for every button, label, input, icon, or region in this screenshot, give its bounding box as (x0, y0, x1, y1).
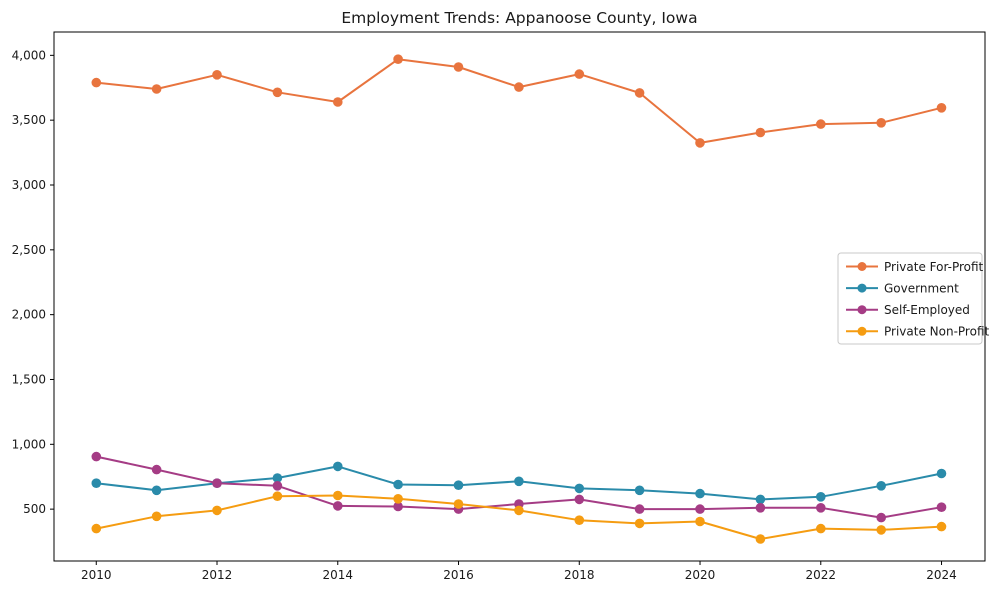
x-tick-label: 2018 (564, 568, 595, 582)
series-marker-private-non-profit (514, 505, 524, 516)
series-marker-private-for-profit (91, 77, 102, 88)
legend-marker-icon (857, 283, 867, 293)
legend (837, 252, 983, 345)
y-tick-label: 500 (23, 502, 46, 516)
series-marker-self-employed (695, 504, 705, 514)
x-tick-label: 2010 (81, 568, 112, 582)
series-marker-private-for-profit (212, 70, 222, 80)
series-marker-self-employed (816, 503, 826, 513)
series-marker-private-non-profit (151, 511, 162, 522)
plot-frame (53, 31, 986, 562)
series-marker-self-employed (333, 501, 343, 511)
series-marker-private-for-profit (695, 138, 705, 148)
series-marker-private-non-profit (574, 515, 585, 525)
series-marker-private-for-profit (272, 87, 283, 98)
series-marker-government (755, 494, 766, 505)
chart-title: Employment Trends: Appanoose County, Iow… (341, 9, 698, 27)
y-tick-label: 3,000 (12, 178, 46, 192)
y-tick-label: 4,000 (12, 48, 46, 62)
series-marker-self-employed (91, 451, 102, 462)
x-tick-label: 2014 (322, 568, 353, 582)
x-tick-label: 2020 (685, 568, 716, 582)
series-marker-private-non-profit (634, 518, 645, 529)
series-marker-self-employed (272, 481, 283, 491)
x-tick-label: 2022 (806, 568, 837, 582)
series-marker-private-for-profit (151, 84, 162, 94)
legend-label-private-for-profit: Private For-Profit (884, 260, 984, 274)
series-marker-self-employed (876, 512, 886, 523)
series-marker-private-non-profit (393, 494, 403, 504)
legend-label-self-employed: Self-Employed (884, 303, 970, 317)
series-marker-private-for-profit (936, 103, 947, 113)
y-tick-label: 2,000 (12, 308, 46, 322)
series-marker-private-for-profit (816, 119, 826, 129)
series-marker-government (272, 473, 283, 483)
series-marker-self-employed (151, 464, 162, 475)
series-line-private-for-profit (95, 58, 943, 144)
x-tick-label: 2024 (926, 568, 957, 582)
legend-marker-icon (857, 305, 867, 315)
series-marker-government (574, 483, 585, 494)
series-marker-private-for-profit (393, 54, 403, 64)
legend-label-government: Government (884, 281, 959, 295)
series-marker-private-non-profit (816, 523, 826, 534)
series-marker-private-non-profit (91, 523, 102, 534)
series-marker-government (936, 468, 947, 479)
series-marker-private-for-profit (876, 118, 886, 128)
series-marker-self-employed (212, 478, 222, 489)
series-marker-government (876, 481, 886, 491)
series-marker-government (333, 461, 343, 472)
legend-marker-icon (857, 326, 867, 336)
series-marker-government (151, 485, 162, 496)
series-marker-private-for-profit (634, 88, 645, 98)
series-marker-self-employed (393, 501, 403, 512)
series-marker-self-employed (634, 504, 645, 514)
x-tick-label: 2016 (443, 568, 474, 582)
series-marker-self-employed (755, 503, 766, 513)
y-tick-label: 3,500 (12, 113, 46, 127)
series-marker-self-employed (936, 502, 947, 512)
series-marker-private-non-profit (272, 491, 283, 502)
series-marker-private-non-profit (333, 490, 343, 501)
series-marker-government (453, 480, 464, 491)
series-marker-private-non-profit (755, 534, 766, 544)
series-marker-private-for-profit (755, 127, 766, 138)
series-marker-private-for-profit (514, 82, 524, 92)
series-marker-government (91, 478, 102, 489)
series-marker-private-non-profit (453, 499, 464, 509)
series-marker-private-for-profit (453, 62, 464, 72)
series-marker-government (514, 476, 524, 487)
series-marker-private-non-profit (212, 505, 222, 516)
legend-label-private-non-profit: Private Non-Profit (884, 325, 990, 339)
x-tick-label: 2012 (202, 568, 233, 582)
y-tick-label: 1,000 (12, 437, 46, 451)
y-tick-label: 1,500 (12, 372, 46, 386)
series-marker-private-non-profit (876, 525, 886, 535)
y-tick-label: 2,500 (12, 243, 46, 257)
series-marker-private-non-profit (695, 516, 705, 527)
series-marker-government (816, 492, 826, 502)
series-marker-self-employed (574, 494, 585, 505)
legend-marker-icon (857, 262, 867, 271)
series-marker-government (393, 479, 403, 490)
series-marker-government (695, 488, 705, 499)
series-marker-private-for-profit (574, 69, 585, 79)
series-marker-government (634, 485, 645, 496)
series-marker-private-for-profit (333, 97, 343, 107)
series-marker-private-non-profit (936, 521, 947, 532)
